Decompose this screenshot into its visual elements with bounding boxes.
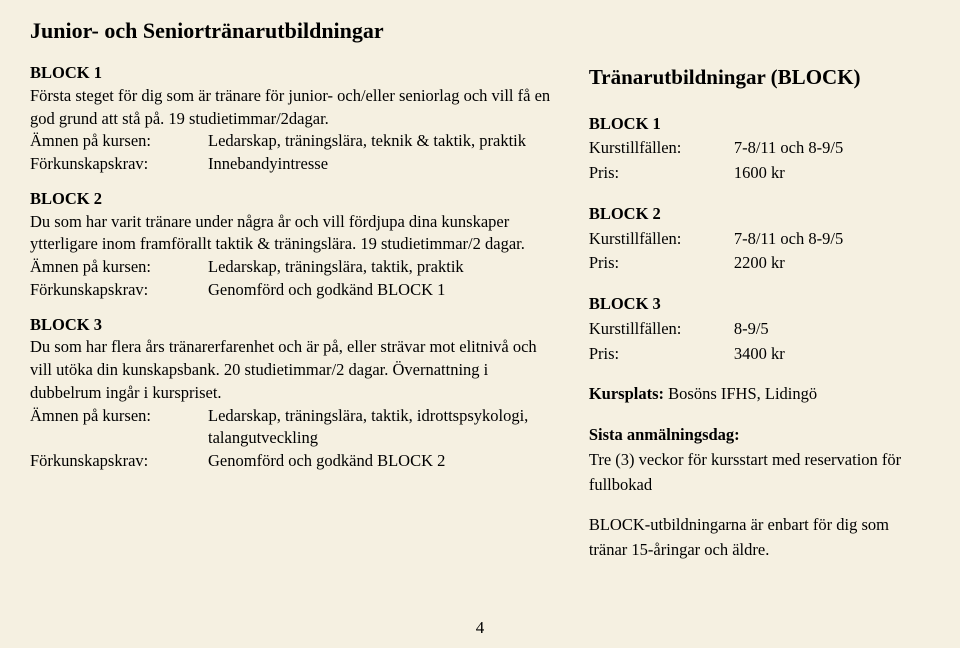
kv-key: Ämnen på kursen: [30,130,208,153]
kv-val: Genomförd och godkänd BLOCK 2 [208,450,559,473]
block3-row-forkunskap: Förkunskapskrav: Genomförd och godkänd B… [30,450,559,473]
left-column: BLOCK 1 Första steget för dig som är trä… [30,62,559,612]
block3-row-amnen: Ämnen på kursen: Ledarskap, träningslära… [30,405,559,451]
right-kv-val: 3400 kr [734,342,785,367]
page-number: 4 [30,618,930,638]
block1-section: BLOCK 1 Första steget för dig som är trä… [30,62,559,176]
right-block2: BLOCK 2 Kurstillfällen: 7-8/11 och 8-9/5… [589,202,930,276]
right-footer: BLOCK-utbildningarna är enbart för dig s… [589,513,930,563]
kv-val: Innebandyintresse [208,153,559,176]
kv-val: Genomförd och godkänd BLOCK 1 [208,279,559,302]
kv-key: Förkunskapskrav: [30,279,208,302]
kv-val: Ledarskap, träningslära, taktik, praktik [208,256,559,279]
page-title: Junior- och Seniortränarutbildningar [30,18,930,44]
right-kv-val: 8-9/5 [734,317,769,342]
right-kv: Kurstillfällen: 8-9/5 [589,317,930,342]
right-kv-val: 2200 kr [734,251,785,276]
kv-key: Ämnen på kursen: [30,405,208,451]
kv-key: Förkunskapskrav: [30,450,208,473]
block3-heading: BLOCK 3 [30,314,559,337]
block1-row-forkunskap: Förkunskapskrav: Innebandyintresse [30,153,559,176]
sista-anmalningsdag: Sista anmälningsdag: Tre (3) veckor för … [589,423,930,497]
right-block-heading: BLOCK 3 [589,292,930,317]
block3-intro: Du som har flera års tränarerfarenhet oc… [30,336,559,404]
kv-key: Förkunskapskrav: [30,153,208,176]
page: Junior- och Seniortränarutbildningar BLO… [0,0,960,648]
block1-intro: Första steget för dig som är tränare för… [30,85,559,131]
right-kv-val: 7-8/11 och 8-9/5 [734,136,843,161]
block2-row-amnen: Ämnen på kursen: Ledarskap, träningslära… [30,256,559,279]
block1-heading: BLOCK 1 [30,62,559,85]
right-block-heading: BLOCK 2 [589,202,930,227]
right-kv-val: 1600 kr [734,161,785,186]
right-kv-key: Kurstillfällen: [589,227,734,252]
right-kv: Pris: 2200 kr [589,251,930,276]
right-block3: BLOCK 3 Kurstillfällen: 8-9/5 Pris: 3400… [589,292,930,366]
right-kv: Kurstillfällen: 7-8/11 och 8-9/5 [589,136,930,161]
block3-section: BLOCK 3 Du som har flera års tränarerfar… [30,314,559,473]
right-kv-key: Kurstillfällen: [589,317,734,342]
right-kv-key: Kurstillfällen: [589,136,734,161]
kv-val: Ledarskap, träningslära, taktik, idrotts… [208,405,559,451]
block2-heading: BLOCK 2 [30,188,559,211]
right-kv: Pris: 1600 kr [589,161,930,186]
right-block-heading: BLOCK 1 [589,112,930,137]
right-kv: Pris: 3400 kr [589,342,930,367]
block2-section: BLOCK 2 Du som har varit tränare under n… [30,188,559,302]
kv-val: Ledarskap, träningslära, teknik & taktik… [208,130,559,153]
kursplats-value: Bosöns IFHS, Lidingö [664,384,817,403]
right-kv-val: 7-8/11 och 8-9/5 [734,227,843,252]
block2-row-forkunskap: Förkunskapskrav: Genomförd och godkänd B… [30,279,559,302]
block2-intro: Du som har varit tränare under några år … [30,211,559,257]
right-block1: BLOCK 1 Kurstillfällen: 7-8/11 och 8-9/5… [589,112,930,186]
kursplats: Kursplats: Bosöns IFHS, Lidingö [589,382,930,407]
right-kv-key: Pris: [589,342,734,367]
right-kv: Kurstillfällen: 7-8/11 och 8-9/5 [589,227,930,252]
right-title: Tränarutbildningar (BLOCK) [589,62,930,94]
right-kv-key: Pris: [589,161,734,186]
sista-text: Tre (3) veckor för kursstart med reserva… [589,448,930,498]
sista-heading: Sista anmälningsdag: [589,423,930,448]
kv-key: Ämnen på kursen: [30,256,208,279]
block1-row-amnen: Ämnen på kursen: Ledarskap, träningslära… [30,130,559,153]
right-kv-key: Pris: [589,251,734,276]
kursplats-label: Kursplats: [589,384,664,403]
columns: BLOCK 1 Första steget för dig som är trä… [30,62,930,612]
right-column: Tränarutbildningar (BLOCK) BLOCK 1 Kurst… [589,62,930,612]
